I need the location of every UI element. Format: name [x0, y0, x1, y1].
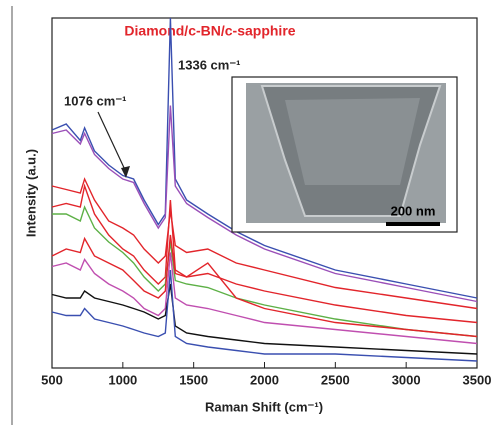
series-line: [51, 269, 478, 362]
x-tick-label: 2500: [321, 372, 350, 387]
y-axis-label: Intensity (a.u.): [23, 149, 38, 237]
series-line: [51, 17, 478, 299]
x-tick-label: 1500: [179, 372, 208, 387]
peak-label: 1076 cm⁻¹: [64, 93, 127, 108]
x-tick-label: 3500: [463, 372, 492, 387]
series-line: [51, 177, 478, 310]
series-line: [51, 234, 478, 338]
series-line: [51, 252, 478, 345]
chart-title: Diamond/c-BN/c-sapphire: [124, 23, 295, 39]
inset: 200 nm: [231, 76, 458, 233]
series-line: [51, 283, 478, 355]
x-tick-label: 500: [41, 372, 63, 387]
series-line: [52, 205, 478, 338]
x-axis-label: Raman Shift (cm⁻¹): [205, 399, 323, 414]
series-line: [51, 183, 478, 324]
series-line: [51, 105, 478, 303]
scale-bar: [386, 222, 440, 226]
x-tick-label: 2000: [250, 372, 279, 387]
arrow: [97, 111, 127, 173]
crystal-face: [285, 98, 420, 185]
peak-label: 1336 cm⁻¹: [178, 57, 241, 72]
x-tick-label: 3000: [392, 372, 421, 387]
scale-label: 200 nm: [391, 203, 436, 218]
arrow-head: [121, 166, 130, 178]
x-tick-label: 1000: [108, 372, 137, 387]
